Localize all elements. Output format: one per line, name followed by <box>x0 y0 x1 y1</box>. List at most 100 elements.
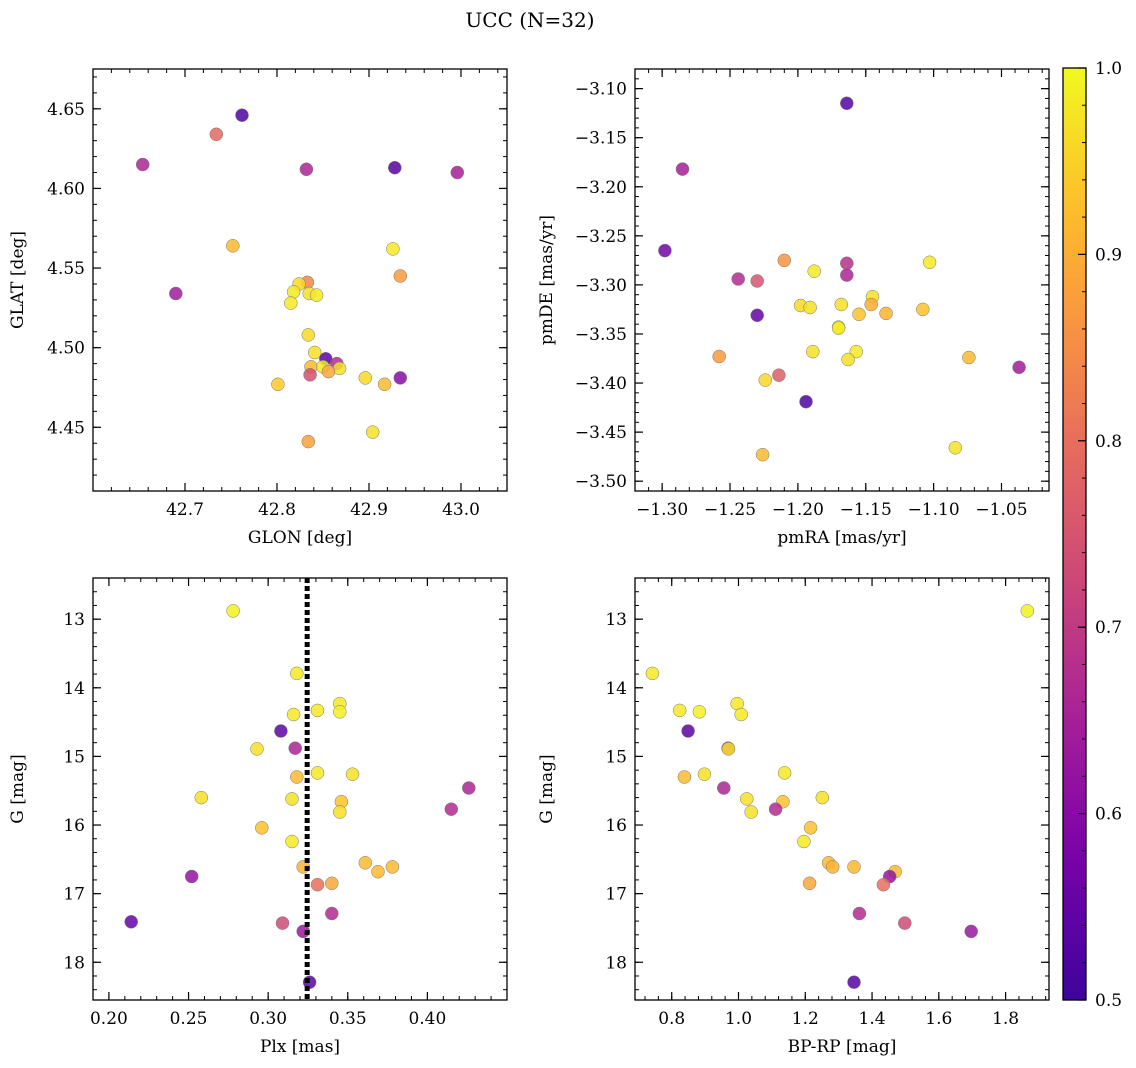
data-point <box>307 345 322 360</box>
data-point <box>321 364 336 379</box>
data-point <box>898 916 912 930</box>
y-tick-label: 16 <box>605 816 627 836</box>
colorbar-tick-label: 0.9 <box>1095 245 1122 265</box>
data-point <box>333 705 347 719</box>
data-point <box>194 790 209 805</box>
colorbar-gradient <box>1062 67 1087 1001</box>
data-point <box>672 703 687 718</box>
y-tick-label: −3.25 <box>575 227 627 247</box>
y-axis-label: G [mag] <box>537 754 557 823</box>
panel-1: 42.7 42.8 42.9 43.0 4.45 4.50 4.55 4.60 4.65 GLON… <box>8 68 508 548</box>
data-point <box>712 349 726 364</box>
data-point <box>345 767 360 781</box>
x-tick-label: −1.25 <box>704 500 756 520</box>
y-tick-label: 17 <box>63 885 85 905</box>
y-tick-label: 4.65 <box>47 100 85 120</box>
y-tick-label: 18 <box>605 953 627 973</box>
data-point <box>301 328 316 342</box>
data-point <box>235 108 249 122</box>
data-point <box>797 834 811 849</box>
x-tick-label: −1.20 <box>772 500 824 520</box>
data-point <box>255 821 269 835</box>
y-tick-label: −3.30 <box>575 276 627 296</box>
data-point <box>275 916 290 930</box>
data-point <box>388 160 402 175</box>
data-point <box>834 297 849 312</box>
data-point <box>226 239 240 253</box>
data-point <box>462 781 476 795</box>
data-point <box>310 877 325 892</box>
axes-frame <box>92 68 508 492</box>
data-point <box>301 434 316 449</box>
panel-2: −1.30 −1.25 −1.20 −1.15 −1.10 −1.05 −3.50 −3.45… <box>537 68 1050 548</box>
data-point <box>849 344 864 359</box>
data-point <box>734 707 748 722</box>
x-axis-label: Plx [mas] <box>260 1037 340 1057</box>
y-tick-label: 4.50 <box>47 339 85 359</box>
axes-frame <box>634 68 1050 492</box>
data-point <box>645 666 660 681</box>
data-point <box>358 371 373 385</box>
y-tick-label: −3.10 <box>575 80 627 100</box>
y-tick-label: −3.20 <box>575 178 627 198</box>
data-point <box>721 742 736 756</box>
data-point <box>802 876 817 891</box>
y-tick-label: 15 <box>63 747 85 767</box>
y-tick-label: 16 <box>63 816 85 836</box>
data-point <box>286 707 301 722</box>
data-point <box>377 377 392 392</box>
y-tick-label: 14 <box>605 679 627 699</box>
figure-title: UCC (N=32) <box>465 8 594 32</box>
data-point <box>758 373 773 387</box>
data-point <box>864 297 878 312</box>
data-point <box>815 790 830 805</box>
data-point <box>768 802 783 816</box>
data-point <box>681 724 695 738</box>
x-tick-label: 43.0 <box>442 500 480 520</box>
data-point <box>310 703 325 718</box>
data-point <box>755 447 770 462</box>
panel-4: 0.8 1.0 1.2 1.4 1.6 1.8 13 14 15 16 17 18 BP-RP [mag… <box>537 577 1050 1057</box>
data-point <box>692 705 707 719</box>
x-tick-label: −1.30 <box>636 500 688 520</box>
data-point <box>852 906 867 921</box>
x-tick-label: 1.8 <box>992 1009 1019 1029</box>
colorbar-tick-label: 0.6 <box>1095 805 1122 825</box>
data-point <box>135 157 150 172</box>
x-tick-label: −1.10 <box>908 500 960 520</box>
data-point <box>750 274 764 288</box>
data-point <box>840 268 854 282</box>
data-point <box>444 802 459 816</box>
data-point <box>169 286 183 301</box>
data-point <box>803 821 818 835</box>
y-tick-label: 18 <box>63 953 85 973</box>
data-point <box>371 864 385 879</box>
data-point <box>675 162 690 176</box>
data-point <box>333 805 347 819</box>
data-point <box>916 302 930 317</box>
data-point <box>124 915 138 929</box>
colorbar-tick-label: 0.7 <box>1095 618 1122 638</box>
data-point <box>777 766 792 780</box>
data-point <box>303 368 317 382</box>
x-tick-label: 0.8 <box>658 1009 685 1029</box>
y-tick-label: 4.60 <box>47 179 85 199</box>
y-tick-label: 4.55 <box>47 259 85 279</box>
data-point <box>286 285 301 299</box>
axes-frame <box>634 577 1050 1001</box>
x-tick-label: 1.6 <box>925 1009 952 1029</box>
y-tick-label: −3.45 <box>575 423 627 443</box>
x-axis-label: GLON [deg] <box>248 528 352 548</box>
data-point <box>825 860 840 874</box>
data-point <box>325 876 339 891</box>
y-tick-label: 17 <box>605 885 627 905</box>
data-point <box>879 306 893 321</box>
data-point <box>1020 604 1035 618</box>
x-tick-label: −1.15 <box>840 500 892 520</box>
data-point <box>184 869 199 884</box>
data-point <box>393 371 408 385</box>
data-point <box>777 253 792 268</box>
data-point <box>450 165 465 180</box>
data-point <box>852 307 866 322</box>
